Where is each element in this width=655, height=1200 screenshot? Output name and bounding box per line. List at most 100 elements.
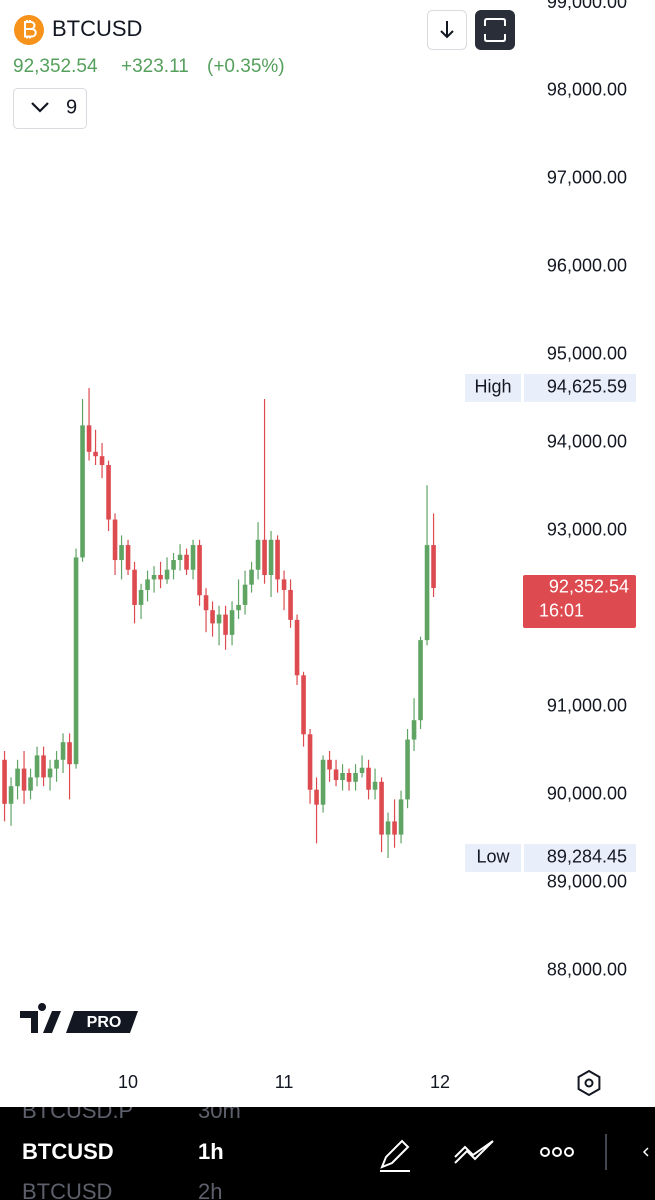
candle-body bbox=[411, 720, 417, 740]
hex-dot bbox=[584, 1078, 594, 1088]
candle-body bbox=[392, 821, 397, 835]
x-tick-label: 11 bbox=[275, 1072, 294, 1092]
candle-body bbox=[346, 772, 352, 782]
marker-name: High bbox=[474, 377, 511, 397]
candle bbox=[28, 768, 33, 800]
candle-body bbox=[366, 767, 371, 790]
candle-body bbox=[190, 545, 196, 570]
indicators-button[interactable]: 9 bbox=[13, 88, 87, 129]
candle-body bbox=[171, 560, 176, 570]
symbol-option[interactable]: BTCUSD.P bbox=[22, 1098, 133, 1123]
candle bbox=[86, 387, 92, 461]
candle-body bbox=[132, 569, 137, 605]
last-price: 92,352.54 bbox=[549, 577, 629, 597]
candle bbox=[73, 548, 79, 769]
candle-body bbox=[405, 739, 410, 800]
candle-body bbox=[112, 519, 118, 561]
candle-body bbox=[67, 742, 72, 765]
candle bbox=[67, 733, 72, 800]
change-percent: (+0.35%) bbox=[207, 56, 285, 77]
candle bbox=[145, 570, 150, 602]
button-frame bbox=[13, 88, 87, 129]
interval-option[interactable]: 2h bbox=[198, 1179, 222, 1200]
candle bbox=[255, 522, 261, 580]
candle-body bbox=[21, 768, 27, 791]
candle-body bbox=[197, 545, 202, 596]
candle-body bbox=[281, 579, 287, 590]
logo-mark bbox=[20, 1003, 61, 1033]
y-tick-label: 97,000.00 bbox=[547, 168, 627, 188]
dot bbox=[552, 1147, 562, 1157]
dot bbox=[540, 1147, 550, 1157]
candle bbox=[405, 728, 410, 809]
candle-body bbox=[60, 742, 66, 760]
candle bbox=[294, 614, 300, 685]
candle bbox=[392, 799, 397, 848]
candle-body bbox=[203, 595, 209, 611]
candle-body bbox=[307, 734, 313, 790]
x-tick-label: 10 bbox=[118, 1072, 138, 1092]
candle bbox=[190, 539, 196, 580]
candle bbox=[132, 561, 137, 624]
candle bbox=[275, 535, 280, 593]
download-button[interactable] bbox=[427, 10, 467, 50]
fullscreen-button[interactable] bbox=[475, 10, 515, 50]
candle-body bbox=[398, 799, 404, 835]
candle-body bbox=[47, 768, 53, 778]
y-tick-label: 94,000.00 bbox=[547, 432, 627, 452]
symbol-option[interactable]: BTCUSD bbox=[22, 1179, 112, 1200]
collapse-icon[interactable] bbox=[642, 1147, 649, 1157]
candle-body bbox=[15, 768, 20, 787]
candle bbox=[268, 530, 274, 597]
y-tick-label: 91,000.00 bbox=[547, 696, 627, 716]
candle-body bbox=[327, 759, 332, 770]
symbol-current[interactable]: BTCUSD bbox=[22, 1139, 114, 1164]
candle-body bbox=[359, 767, 365, 773]
candle bbox=[138, 583, 144, 619]
candle-body bbox=[333, 769, 339, 781]
candle bbox=[288, 579, 293, 628]
candle-body bbox=[424, 545, 430, 641]
x-tick-label: 12 bbox=[430, 1072, 450, 1092]
candle-body bbox=[34, 755, 40, 778]
candle-body bbox=[379, 781, 384, 835]
candle-body bbox=[86, 425, 92, 452]
candle-body bbox=[151, 574, 157, 580]
candle bbox=[106, 460, 111, 531]
more-button[interactable] bbox=[540, 1147, 574, 1157]
candle bbox=[424, 485, 430, 646]
settings-button[interactable] bbox=[577, 1069, 601, 1097]
candle-body bbox=[106, 464, 111, 520]
price: 92,352.54 bbox=[13, 56, 98, 77]
candle bbox=[262, 398, 267, 584]
candle bbox=[203, 588, 209, 633]
candle bbox=[307, 728, 313, 804]
candle-body bbox=[340, 772, 345, 781]
badge-bg bbox=[66, 1011, 138, 1033]
candle bbox=[346, 768, 352, 791]
candle bbox=[171, 552, 176, 580]
candle-body bbox=[418, 640, 423, 721]
header: BTCUSD 92,352.54 +323.11 (+0.35%) 9 bbox=[13, 10, 515, 129]
tv-logo: PRO bbox=[20, 1003, 138, 1033]
symbol: BTCUSD bbox=[52, 16, 142, 41]
toolbar-bg bbox=[0, 1107, 655, 1200]
trend-tool[interactable] bbox=[454, 1140, 494, 1164]
candle-body bbox=[93, 451, 98, 457]
candle bbox=[99, 442, 105, 479]
candle bbox=[333, 759, 339, 787]
candle bbox=[372, 768, 378, 800]
candle-body bbox=[210, 610, 215, 624]
interval-current[interactable]: 1h bbox=[198, 1139, 224, 1164]
candle bbox=[34, 746, 40, 787]
candle-body bbox=[99, 456, 105, 465]
price-axis: 88,000.00 89,000.00 90,000.00 91,000.00 93,0… bbox=[465, 0, 636, 980]
draw-tool[interactable] bbox=[380, 1139, 410, 1172]
candle bbox=[125, 539, 131, 575]
candle bbox=[398, 790, 404, 844]
y-tick-label: 89,000.00 bbox=[547, 872, 627, 892]
candle-body bbox=[275, 539, 280, 580]
interval-option[interactable]: 30m bbox=[198, 1098, 241, 1123]
candle bbox=[47, 759, 53, 791]
coin-glyph bbox=[24, 20, 37, 39]
